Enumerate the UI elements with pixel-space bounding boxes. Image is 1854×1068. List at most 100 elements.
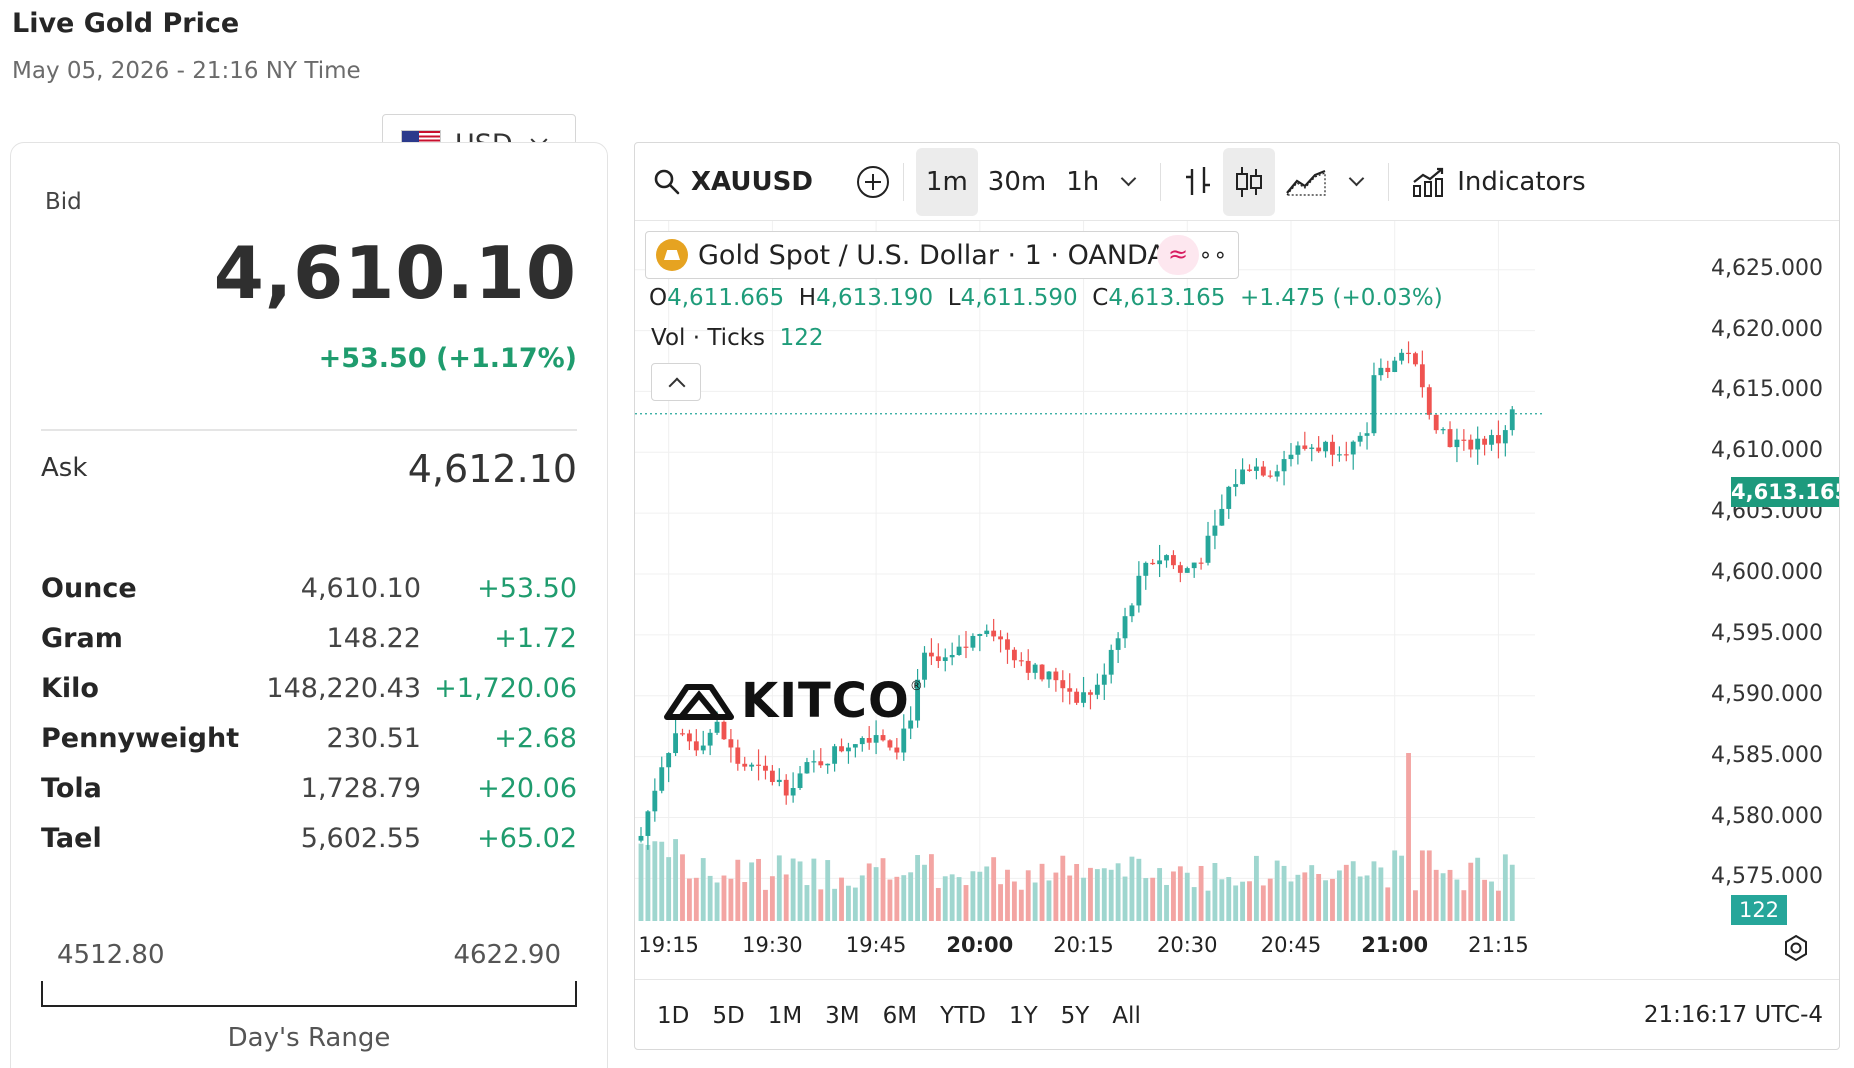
time-axis[interactable]: 19:15 19:30 19:45 20:00 20:15 20:30 20:45 21:00… [635,923,1535,963]
candle-body [866,738,872,743]
time-tick-label: 19:30 [742,933,803,957]
volume-bar [1129,856,1135,921]
volume-bar [686,878,692,921]
series-title: Gold Spot / U.S. Dollar · 1 · OANDA [698,239,1166,271]
candle-body [880,735,886,741]
indicators-icon [1413,167,1444,197]
candle-body [894,747,900,753]
volume-bar [645,844,651,921]
symbol-search-button[interactable]: XAUUSD [653,167,813,197]
range-1m-button[interactable]: 1M [767,1002,803,1029]
candle-body [721,721,727,740]
volume-bar [1433,869,1439,921]
candle-body [859,738,865,745]
candle-body [832,746,838,764]
unit-change: +53.50 [477,572,577,604]
search-icon [654,169,680,194]
range-1y-button[interactable]: 1Y [1008,1002,1038,1029]
collapse-legend-button[interactable] [651,363,701,401]
volume-bar [1461,890,1467,921]
chart-settings-icon[interactable] [1781,933,1811,963]
interval-1m-button[interactable]: 1m [915,147,978,216]
price-chart-widget: XAUUSD 1m 30m 1h Indicators Gold Spot / … [634,142,1840,1050]
volume-bar [811,858,817,921]
time-tick-label: 20:30 [1156,933,1218,957]
candle-body [1350,441,1356,455]
candle-body [1081,692,1086,703]
volume-bar [700,858,706,921]
volume-bar [1447,869,1453,921]
volume-bar [1295,874,1301,921]
volume-bar [1171,871,1176,921]
volume-bar [880,858,886,921]
volume-bar [1496,890,1501,921]
volume-bar [1281,865,1287,921]
volume-value: 122 [779,325,824,351]
range-3m-button[interactable]: 3M [825,1002,860,1029]
candle-body [901,728,907,753]
add-symbol-icon[interactable] [855,164,891,200]
candle-body [825,763,831,766]
range-6m-button[interactable]: 6M [882,1002,918,1029]
volume-bar [1150,877,1156,921]
volume-bar [866,863,872,921]
candle-body [756,764,761,766]
volume-bar [1426,850,1432,921]
indicators-button[interactable]: Indicators [1401,148,1595,216]
range-5d-button[interactable]: 5D [712,1002,745,1029]
interval-30m-button[interactable]: 30m [987,166,1047,197]
last-price-tag: 4,613.165 [1731,477,1839,507]
candle-body [680,733,685,735]
bars-style-button[interactable] [1173,148,1223,216]
volume-bar [1219,879,1225,921]
candle-body [673,733,678,754]
volume-bar [652,841,658,921]
candle-body [1018,660,1024,662]
volume-bar [846,885,851,921]
candlestick-chart[interactable] [635,143,1840,979]
series-legend[interactable]: Gold Spot / U.S. Dollar · 1 · OANDA ∘∘∘ [645,231,1240,279]
candle-body [1088,692,1093,695]
divider [41,429,577,431]
candle-body [1005,639,1010,650]
bid-label: Bid [45,189,82,215]
volume-bar [1184,872,1190,921]
candle-body [638,835,644,841]
volume-bar [1046,880,1052,921]
candle-change: +1.475 (+0.03%) [1240,285,1443,311]
volume-bar [666,857,672,921]
candle-body [707,732,713,746]
bid-change: +53.50 (+1.17%) [318,343,577,374]
range-5y-button[interactable]: 5Y [1060,1002,1090,1029]
candle-body [942,657,948,662]
data-source-wave-icon[interactable]: ≈ [1157,235,1199,275]
candle-body [666,753,672,768]
candle-body [887,740,893,748]
volume-bar [894,876,900,921]
volume-bar [1399,855,1405,921]
volume-bar [728,878,734,921]
candle-body [1295,445,1301,455]
candle-body [783,779,789,796]
volume-bar [887,879,893,921]
page-timestamp: May 05, 2026 - 21:16 NY Time [12,58,361,84]
toolbar-separator [1388,162,1390,201]
candle-body [1143,562,1149,576]
interval-1h-button[interactable]: 1h [1066,166,1100,197]
candle-body [1447,429,1453,448]
low-value: 4,611.590 [960,285,1078,311]
area-style-button[interactable] [1275,148,1337,216]
range-all-button[interactable]: All [1112,1002,1141,1029]
candles-style-button[interactable] [1223,147,1276,216]
unit-row: Kilo 148,220.43 +1,720.06 [41,663,577,713]
range-1d-button[interactable]: 1D [657,1002,690,1029]
volume-bar [1074,864,1080,921]
candle-body [1060,680,1066,689]
volume-bar [1454,879,1460,921]
range-ytd-button[interactable]: YTD [940,1002,986,1029]
volume-bar [956,877,962,921]
volume-bar [1198,865,1204,921]
volume-bar [1468,862,1474,921]
unit-price: 1,728.79 [300,772,421,804]
toolbar-separator [902,162,904,201]
